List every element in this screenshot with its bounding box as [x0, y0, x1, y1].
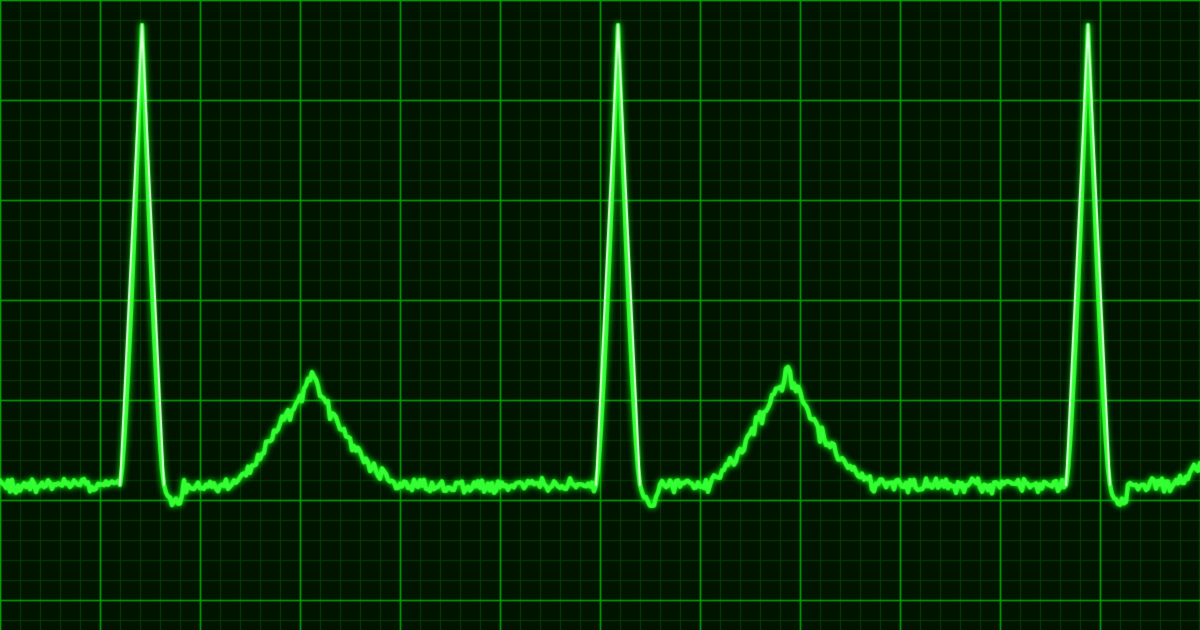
ecg-waveform-chart	[0, 0, 1200, 630]
